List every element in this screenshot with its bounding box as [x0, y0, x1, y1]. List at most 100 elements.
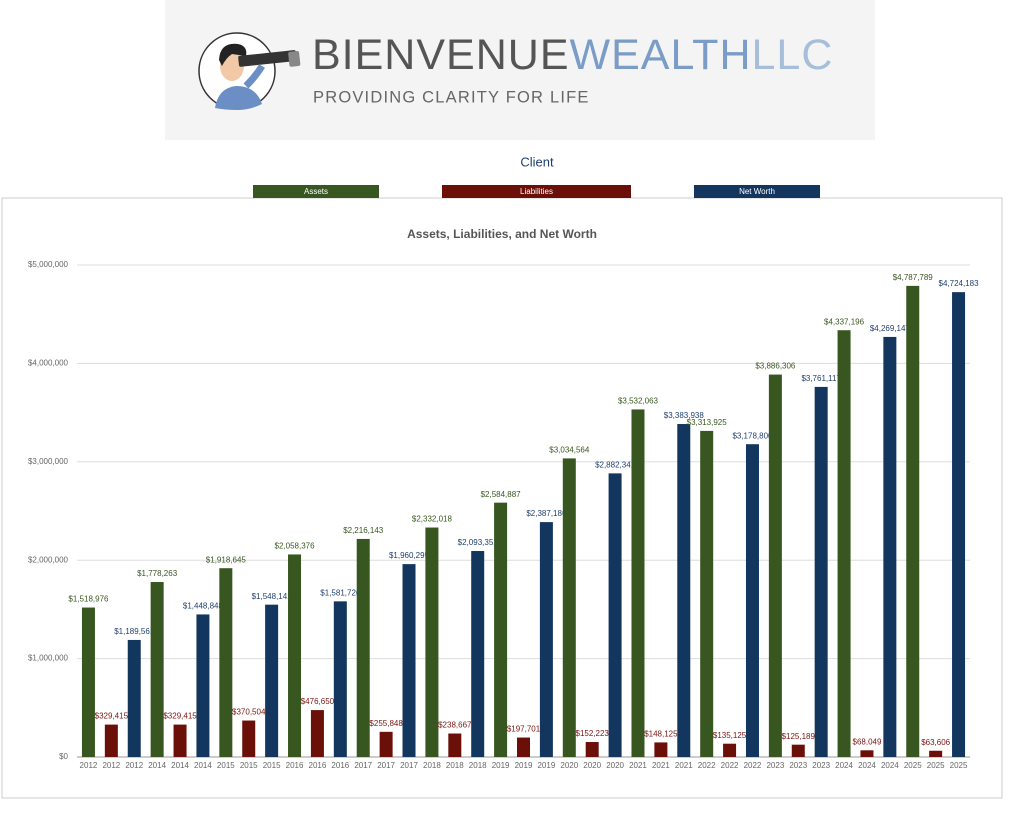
- bar: [791, 744, 805, 757]
- brand: BIENVENUEWEALTHLLC: [312, 31, 833, 79]
- x-tick-label: 2016: [309, 761, 327, 770]
- x-tick-label: 2015: [217, 761, 235, 770]
- value-label: $2,216,143: [343, 526, 384, 535]
- legend-swatch: [253, 185, 379, 198]
- y-tick-label: $5,000,000: [28, 260, 69, 269]
- y-tick-label: $1,000,000: [28, 654, 69, 663]
- value-label: $3,761,117: [801, 374, 841, 383]
- bar: [723, 743, 737, 757]
- legend-swatch: [442, 185, 631, 198]
- bar: [425, 527, 439, 757]
- legend-swatch: [694, 185, 820, 198]
- bar: [700, 430, 714, 757]
- value-label: $135,125: [713, 731, 747, 740]
- x-tick-label: 2025: [927, 761, 945, 770]
- bar: [906, 285, 920, 757]
- value-label: $197,701: [507, 725, 541, 734]
- x-tick-label: 2020: [606, 761, 624, 770]
- x-tick-label: 2020: [560, 761, 578, 770]
- legend-label: Assets: [304, 187, 328, 196]
- value-label: $2,332,018: [412, 515, 453, 524]
- bar: [814, 386, 828, 757]
- x-tick-label: 2017: [377, 761, 395, 770]
- value-label: $3,383,938: [664, 411, 705, 420]
- x-tick-label: 2019: [537, 761, 555, 770]
- value-label: $2,058,376: [275, 542, 316, 551]
- bar: [288, 554, 302, 757]
- logo: [198, 32, 301, 110]
- value-label: $1,581,726: [320, 588, 361, 597]
- x-tick-label: 2023: [812, 761, 830, 770]
- value-label: $370,504: [232, 708, 266, 717]
- y-tick-label: $3,000,000: [28, 457, 69, 466]
- x-tick-label: 2024: [835, 761, 853, 770]
- bar: [608, 473, 622, 757]
- x-tick-label: 2019: [492, 761, 510, 770]
- x-tick-label: 2017: [400, 761, 418, 770]
- value-label: $4,269,147: [870, 324, 911, 333]
- bar: [379, 731, 393, 757]
- value-label: $329,415: [163, 712, 197, 721]
- legend-label: Liabilities: [520, 187, 553, 196]
- bar: [173, 724, 187, 757]
- value-label: $63,606: [921, 738, 950, 747]
- brand-part: BIENVENUE: [312, 31, 570, 79]
- value-label: $329,415: [95, 712, 129, 721]
- x-tick-label: 2021: [675, 761, 693, 770]
- tagline: PROVIDING CLARITY FOR LIFE: [313, 88, 590, 106]
- x-tick-label: 2018: [446, 761, 464, 770]
- value-label: $2,387,186: [526, 509, 567, 518]
- bar: [768, 374, 782, 757]
- x-tick-label: 2025: [950, 761, 968, 770]
- bar: [677, 424, 691, 757]
- legend-label: Net Worth: [739, 187, 775, 196]
- bar: [631, 409, 645, 757]
- x-tick-label: 2025: [904, 761, 922, 770]
- value-label: $68,049: [853, 737, 882, 746]
- bar: [402, 564, 416, 757]
- value-label: $3,034,564: [549, 446, 590, 455]
- x-tick-label: 2019: [515, 761, 533, 770]
- x-tick-label: 2024: [858, 761, 876, 770]
- bar: [837, 330, 851, 757]
- value-label: $476,650: [301, 697, 335, 706]
- bar: [539, 522, 553, 757]
- bar: [517, 737, 530, 757]
- value-label: $3,178,800: [732, 431, 773, 440]
- x-tick-label: 2017: [354, 761, 372, 770]
- bar: [310, 710, 324, 757]
- x-tick-label: 2022: [698, 761, 716, 770]
- x-tick-label: 2014: [194, 761, 212, 770]
- x-tick-label: 2012: [80, 761, 98, 770]
- value-label: $2,882,341: [595, 460, 636, 469]
- bar: [150, 582, 164, 757]
- x-tick-label: 2018: [423, 761, 441, 770]
- bar: [745, 444, 759, 757]
- bar: [333, 601, 347, 757]
- bar: [242, 720, 256, 757]
- y-tick-label: $2,000,000: [28, 555, 69, 564]
- bar: [471, 551, 485, 757]
- x-tick-label: 2015: [263, 761, 281, 770]
- x-tick-label: 2021: [629, 761, 647, 770]
- value-label: $4,724,183: [939, 279, 980, 288]
- value-label: $1,778,263: [137, 569, 178, 578]
- bar: [562, 458, 576, 757]
- value-label: $1,918,645: [206, 555, 247, 564]
- bar: [219, 568, 233, 757]
- value-label: $4,337,196: [824, 317, 865, 326]
- chart-title: Assets, Liabilities, and Net Worth: [407, 227, 597, 241]
- bar: [860, 750, 874, 757]
- value-label: $1,518,976: [68, 595, 109, 604]
- bar: [585, 742, 599, 757]
- value-label: $3,532,063: [618, 397, 659, 406]
- value-label: $1,548,141: [252, 592, 293, 601]
- x-tick-label: 2016: [286, 761, 304, 770]
- x-tick-label: 2022: [744, 761, 762, 770]
- x-tick-label: 2015: [240, 761, 258, 770]
- value-label: $2,584,887: [481, 490, 522, 499]
- x-tick-label: 2023: [789, 761, 807, 770]
- x-tick-label: 2016: [331, 761, 349, 770]
- value-label: $1,960,295: [389, 551, 430, 560]
